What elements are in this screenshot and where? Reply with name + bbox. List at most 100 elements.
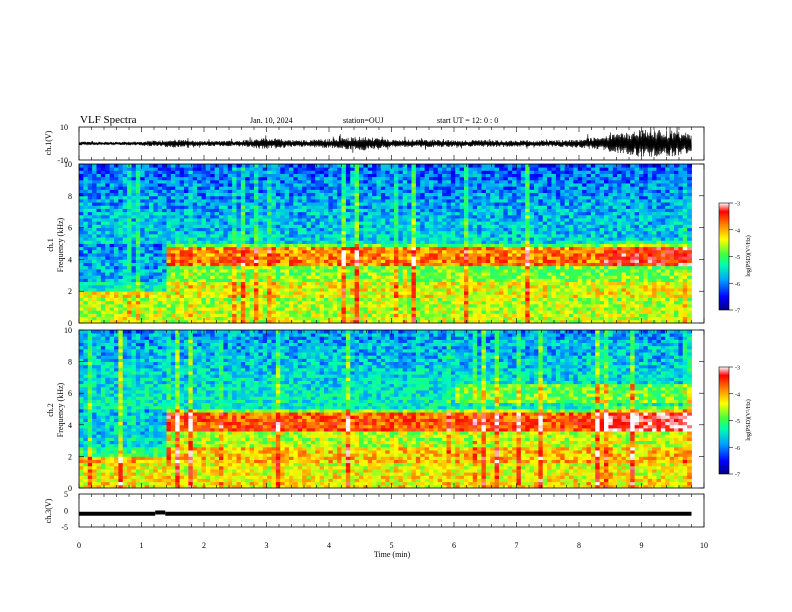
spectrogram-cell bbox=[236, 278, 242, 283]
spectrogram-cell bbox=[328, 198, 334, 203]
spectrogram-cell bbox=[394, 205, 399, 209]
spectrogram-cell bbox=[275, 268, 281, 273]
spectrogram-cell bbox=[385, 307, 391, 311]
spectrogram-cell bbox=[363, 211, 369, 216]
spectrogram-cell bbox=[131, 284, 137, 289]
spectrogram-cell bbox=[485, 170, 491, 174]
spectrogram-cell bbox=[376, 265, 382, 270]
spectrogram-cell bbox=[306, 233, 312, 238]
spectrogram-cell bbox=[240, 189, 246, 194]
spectrogram-cell bbox=[79, 176, 84, 181]
station-label: station=OUJ bbox=[343, 116, 384, 125]
spectrogram-cell bbox=[135, 233, 141, 238]
spectrogram-cell bbox=[109, 307, 115, 311]
spectrogram-cell bbox=[350, 284, 356, 289]
spectrogram-cell bbox=[179, 227, 185, 232]
spectrogram-cell bbox=[328, 240, 334, 244]
spectrogram-cell bbox=[87, 183, 93, 187]
spectrogram-cell bbox=[411, 218, 417, 222]
spectrogram-cell bbox=[345, 316, 351, 321]
spectrogram-cell bbox=[258, 192, 264, 197]
spectrogram-cell bbox=[437, 183, 443, 187]
spectrogram-cell bbox=[227, 300, 233, 305]
spectrogram-cell bbox=[162, 202, 167, 206]
spectrogram-cell bbox=[429, 167, 434, 171]
spectrogram-cell bbox=[494, 240, 500, 244]
spectrogram-cell bbox=[398, 272, 404, 276]
spectrogram-cell bbox=[490, 316, 496, 321]
spectrogram-cell bbox=[499, 183, 504, 187]
spectrogram-cell bbox=[376, 288, 382, 292]
spectrogram-cell bbox=[297, 319, 303, 324]
spectrogram-cell bbox=[114, 300, 119, 305]
spectrogram-cell bbox=[205, 218, 211, 222]
spectrogram-cell bbox=[499, 300, 504, 305]
spectrogram-cell bbox=[359, 278, 364, 283]
spectrogram-cell bbox=[96, 173, 102, 178]
spectrogram-cell bbox=[446, 224, 452, 228]
spectrogram-cell bbox=[389, 268, 395, 273]
spectrogram-cell bbox=[420, 233, 426, 238]
spectrogram-cell bbox=[485, 202, 491, 206]
spectrogram-cell bbox=[192, 208, 198, 213]
spectrogram-cell bbox=[153, 281, 159, 286]
spectrogram-cell bbox=[188, 189, 194, 194]
spectrogram-cell bbox=[372, 198, 377, 203]
spectrogram-cell bbox=[437, 170, 443, 174]
spectrogram-cell bbox=[310, 164, 316, 168]
spectrogram-cell bbox=[359, 173, 364, 178]
spectrogram-cell bbox=[319, 319, 325, 324]
spectrogram-cell bbox=[332, 208, 338, 213]
spectrogram-cell bbox=[324, 198, 329, 203]
spectrogram-cell bbox=[450, 198, 456, 203]
spectrogram-cell bbox=[184, 189, 189, 194]
spectrogram-cell bbox=[464, 176, 469, 181]
spectrogram-cell bbox=[258, 278, 264, 283]
spectrogram-cell bbox=[367, 294, 373, 298]
spectrogram-cell bbox=[162, 316, 167, 321]
spectrogram-cell bbox=[302, 253, 307, 257]
spectrogram-cell bbox=[411, 211, 417, 216]
spectrogram-cell bbox=[96, 189, 102, 194]
spectrogram-cell bbox=[280, 319, 286, 324]
spectrogram-cell bbox=[267, 208, 272, 213]
spectrogram-cell bbox=[92, 221, 97, 225]
spectrogram-cell bbox=[319, 218, 325, 222]
spectrogram-cell bbox=[214, 208, 220, 213]
spectrogram-cell bbox=[188, 233, 194, 238]
spectrogram-cell bbox=[446, 265, 452, 270]
spectrogram-cell bbox=[385, 256, 391, 260]
spectrogram-cell bbox=[485, 164, 491, 168]
spectrogram-cell bbox=[367, 297, 373, 302]
spectrogram-cell bbox=[389, 275, 395, 279]
spectrogram-cell bbox=[245, 256, 251, 260]
spectrogram-cell bbox=[315, 227, 321, 232]
spectrogram-cell bbox=[267, 303, 272, 308]
spectrogram-cell bbox=[341, 195, 347, 200]
spectrogram-cell bbox=[490, 227, 496, 232]
spectrogram-cell bbox=[389, 167, 395, 171]
spectrogram-cell bbox=[385, 192, 391, 197]
spectrogram-cell bbox=[240, 272, 246, 276]
spectrogram-cell bbox=[149, 173, 154, 178]
spectrogram-cell bbox=[477, 288, 482, 292]
spectrogram-cell bbox=[188, 243, 194, 248]
spectrogram-cell bbox=[144, 240, 150, 244]
spectrogram-cell bbox=[240, 249, 246, 254]
spectrogram-cell bbox=[140, 316, 146, 321]
spectrogram-cell bbox=[302, 167, 307, 171]
spectrogram-cell bbox=[157, 179, 163, 184]
spectrogram-cell bbox=[236, 221, 242, 225]
spectrogram-cell bbox=[170, 195, 176, 200]
spectrogram-cell bbox=[275, 211, 281, 216]
spectrogram-cell bbox=[184, 170, 189, 174]
spectrogram-cell bbox=[359, 310, 364, 314]
spectrogram-cell bbox=[442, 262, 447, 267]
spectrogram-cell bbox=[109, 300, 115, 305]
spectrogram-cell bbox=[494, 170, 500, 174]
spectrogram-cell bbox=[407, 233, 412, 238]
spectrogram-cell bbox=[477, 262, 482, 267]
spectrogram-cell bbox=[490, 179, 496, 184]
spectrogram-cell bbox=[490, 313, 496, 318]
spectrogram-cell bbox=[232, 294, 237, 298]
